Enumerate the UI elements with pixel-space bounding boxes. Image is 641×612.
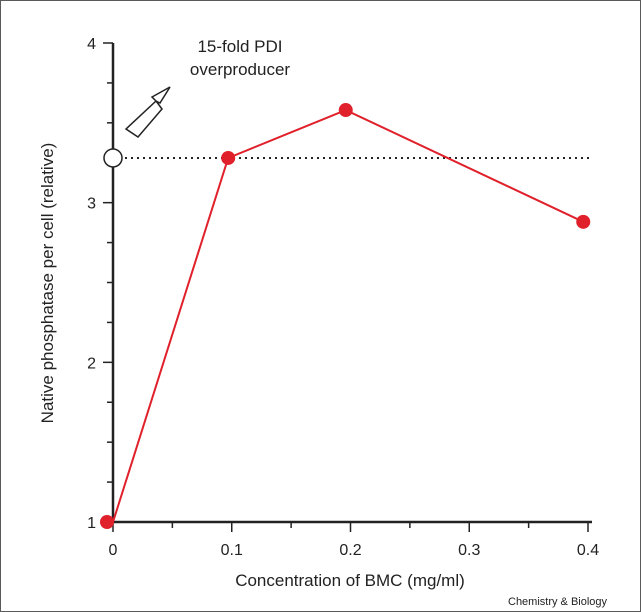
y-ticks: 1 2 3 4 [87,36,113,532]
data-point [100,515,114,529]
x-ticks: 0 0.1 0.2 0.3 0.4 [109,522,599,559]
x-axis-label: Concentration of BMC (mg/ml) [235,571,465,590]
x-tick-label: 0.4 [577,542,599,559]
y-tick-label: 3 [87,196,96,213]
data-point [576,214,591,229]
credit-text: Chemistry & Biology [508,596,608,608]
x-tick-label: 0.2 [339,542,361,559]
reference-open-point [103,148,123,168]
data-points [100,103,591,529]
data-point [338,103,353,118]
x-tick-label: 0 [109,542,118,559]
series-line [112,108,584,523]
annotation-arrow [124,86,171,138]
y-tick-label: 2 [87,355,96,372]
axes [111,43,592,524]
y-tick-label: 1 [87,515,96,532]
y-axis-label: Native phosphatase per cell (relative) [38,143,57,424]
annotation-line-2: overproducer [190,60,291,79]
data-point [221,150,236,165]
y-tick-label: 4 [87,36,96,53]
x-tick-label: 0.3 [458,542,480,559]
annotation-line-1: 15-fold PDI [197,37,282,56]
x-tick-label: 0.1 [221,542,243,559]
